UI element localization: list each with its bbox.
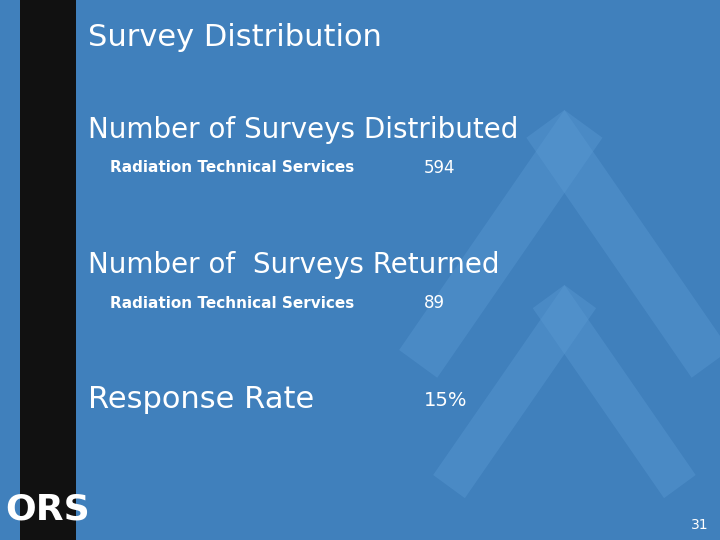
Text: Radiation Technical Services: Radiation Technical Services [110, 160, 354, 176]
Text: Number of Surveys Distributed: Number of Surveys Distributed [88, 116, 518, 144]
Text: ORS: ORS [6, 493, 91, 527]
Text: Response Rate: Response Rate [88, 386, 314, 415]
Polygon shape [399, 110, 603, 378]
Text: 31: 31 [690, 518, 708, 532]
Text: 15%: 15% [423, 390, 467, 409]
Text: Survey Distribution: Survey Distribution [88, 24, 382, 52]
Text: 89: 89 [423, 294, 444, 312]
Text: Number of  Surveys Returned: Number of Surveys Returned [88, 251, 500, 279]
Polygon shape [433, 285, 596, 498]
Polygon shape [526, 110, 720, 378]
Polygon shape [533, 285, 696, 498]
Bar [20, 0, 76, 540]
Text: Radiation Technical Services: Radiation Technical Services [110, 295, 354, 310]
Text: 594: 594 [423, 159, 455, 177]
